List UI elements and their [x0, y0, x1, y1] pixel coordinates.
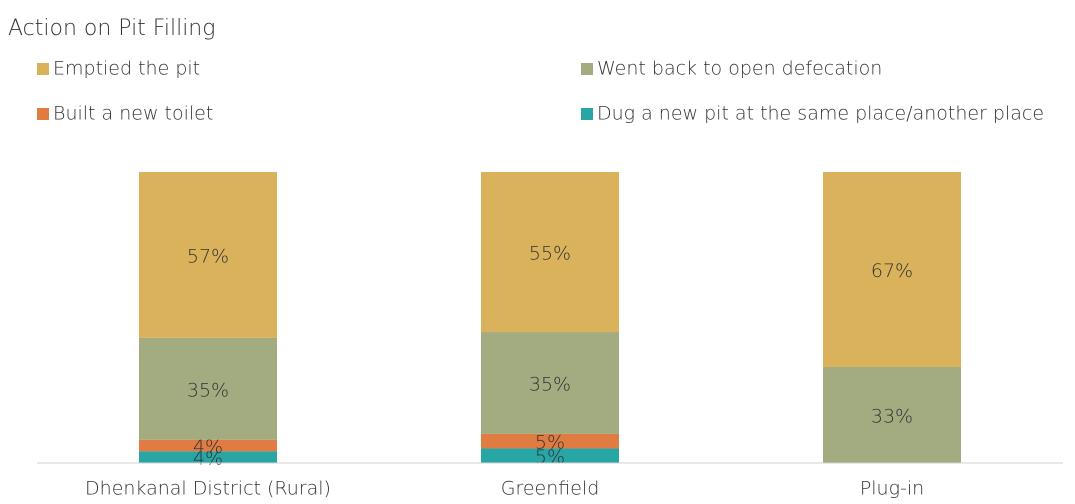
legend-label: Built a new toilet: [53, 103, 213, 125]
bar-segment: [823, 366, 961, 463]
bar-segment: [481, 433, 619, 449]
data-label: 5%: [535, 432, 565, 454]
bar-segment: [139, 337, 277, 440]
data-label: 55%: [529, 243, 571, 265]
legend-label: Went back to open defecation: [597, 58, 882, 80]
x-tick-label: Greenfield: [501, 478, 600, 500]
chart-title: Action on Pit Filling: [8, 16, 215, 41]
bar-segment: [139, 439, 277, 452]
bar-segment: [139, 172, 277, 338]
legend-label: Emptied the pit: [53, 58, 200, 80]
legend-label: Dug a new pit at the same place/another …: [597, 103, 1044, 125]
bar-segment: [139, 451, 277, 463]
x-tick-label: Dhenkanal District (Rural): [85, 478, 331, 500]
legend-swatch: [581, 63, 593, 75]
bar-segment: [823, 172, 961, 367]
data-label: 4%: [193, 436, 223, 458]
data-label: 57%: [187, 245, 229, 267]
x-tick-label: Plug-in: [860, 478, 924, 500]
bar-segment: [481, 448, 619, 463]
legend-swatch: [37, 108, 49, 120]
bar-segment: [481, 332, 619, 434]
data-label: 35%: [187, 379, 229, 401]
data-label: 67%: [871, 260, 913, 282]
bar-segment: [481, 172, 619, 333]
data-label: 33%: [871, 405, 913, 427]
data-label: 35%: [529, 373, 571, 395]
data-label: 4%: [193, 448, 223, 470]
legend-swatch: [581, 108, 593, 120]
legend-swatch: [37, 63, 49, 75]
